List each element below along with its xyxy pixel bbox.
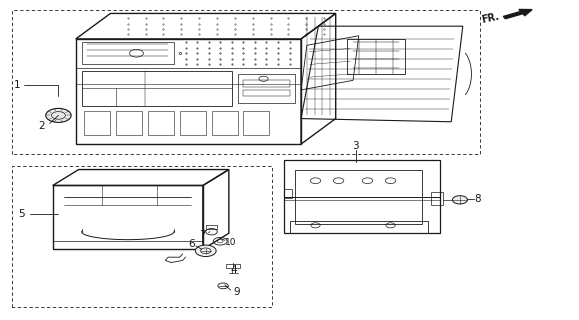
FancyArrow shape xyxy=(503,10,532,19)
Text: 10: 10 xyxy=(225,238,236,247)
Circle shape xyxy=(195,245,216,257)
Circle shape xyxy=(452,196,467,204)
Text: 7: 7 xyxy=(200,230,206,240)
Text: 4: 4 xyxy=(230,265,237,275)
Text: 6: 6 xyxy=(188,239,195,249)
Text: 3: 3 xyxy=(353,141,359,151)
Text: 5: 5 xyxy=(18,209,25,219)
Text: 1: 1 xyxy=(13,80,20,90)
Text: FR.: FR. xyxy=(481,12,500,25)
Circle shape xyxy=(218,283,228,289)
Text: 8: 8 xyxy=(474,194,481,204)
Text: 9: 9 xyxy=(233,287,240,297)
Circle shape xyxy=(46,108,71,123)
Text: 2: 2 xyxy=(38,121,45,131)
